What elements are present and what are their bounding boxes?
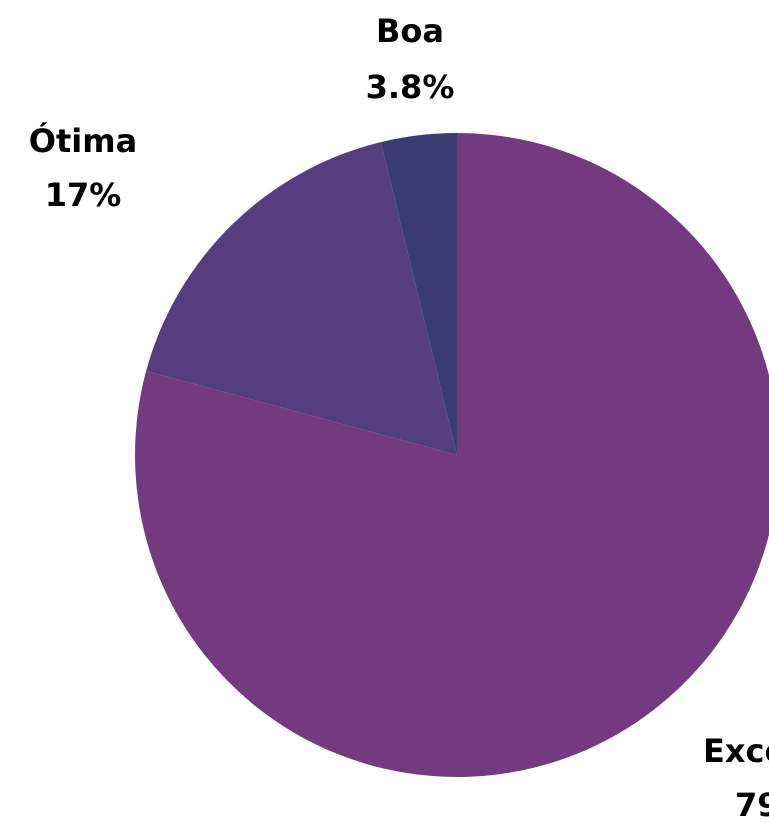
slice-value-boa: 3.8%	[366, 68, 455, 106]
pie-labels: Excelente 79% Ótima 17% Boa 3.8%	[29, 12, 769, 822]
slice-label-boa: Boa	[376, 12, 444, 50]
slice-value-otima: 17%	[45, 176, 122, 214]
slice-value-excelente: 79%	[735, 786, 769, 822]
pie-slice-boa	[380, 133, 457, 455]
slice-label-otima: Ótima	[29, 121, 137, 160]
slice-label-excelente: Excelente	[703, 732, 769, 770]
pie-slice-excelente	[135, 133, 769, 777]
pie-slice-otima	[146, 142, 458, 455]
pie-slices	[135, 133, 769, 777]
